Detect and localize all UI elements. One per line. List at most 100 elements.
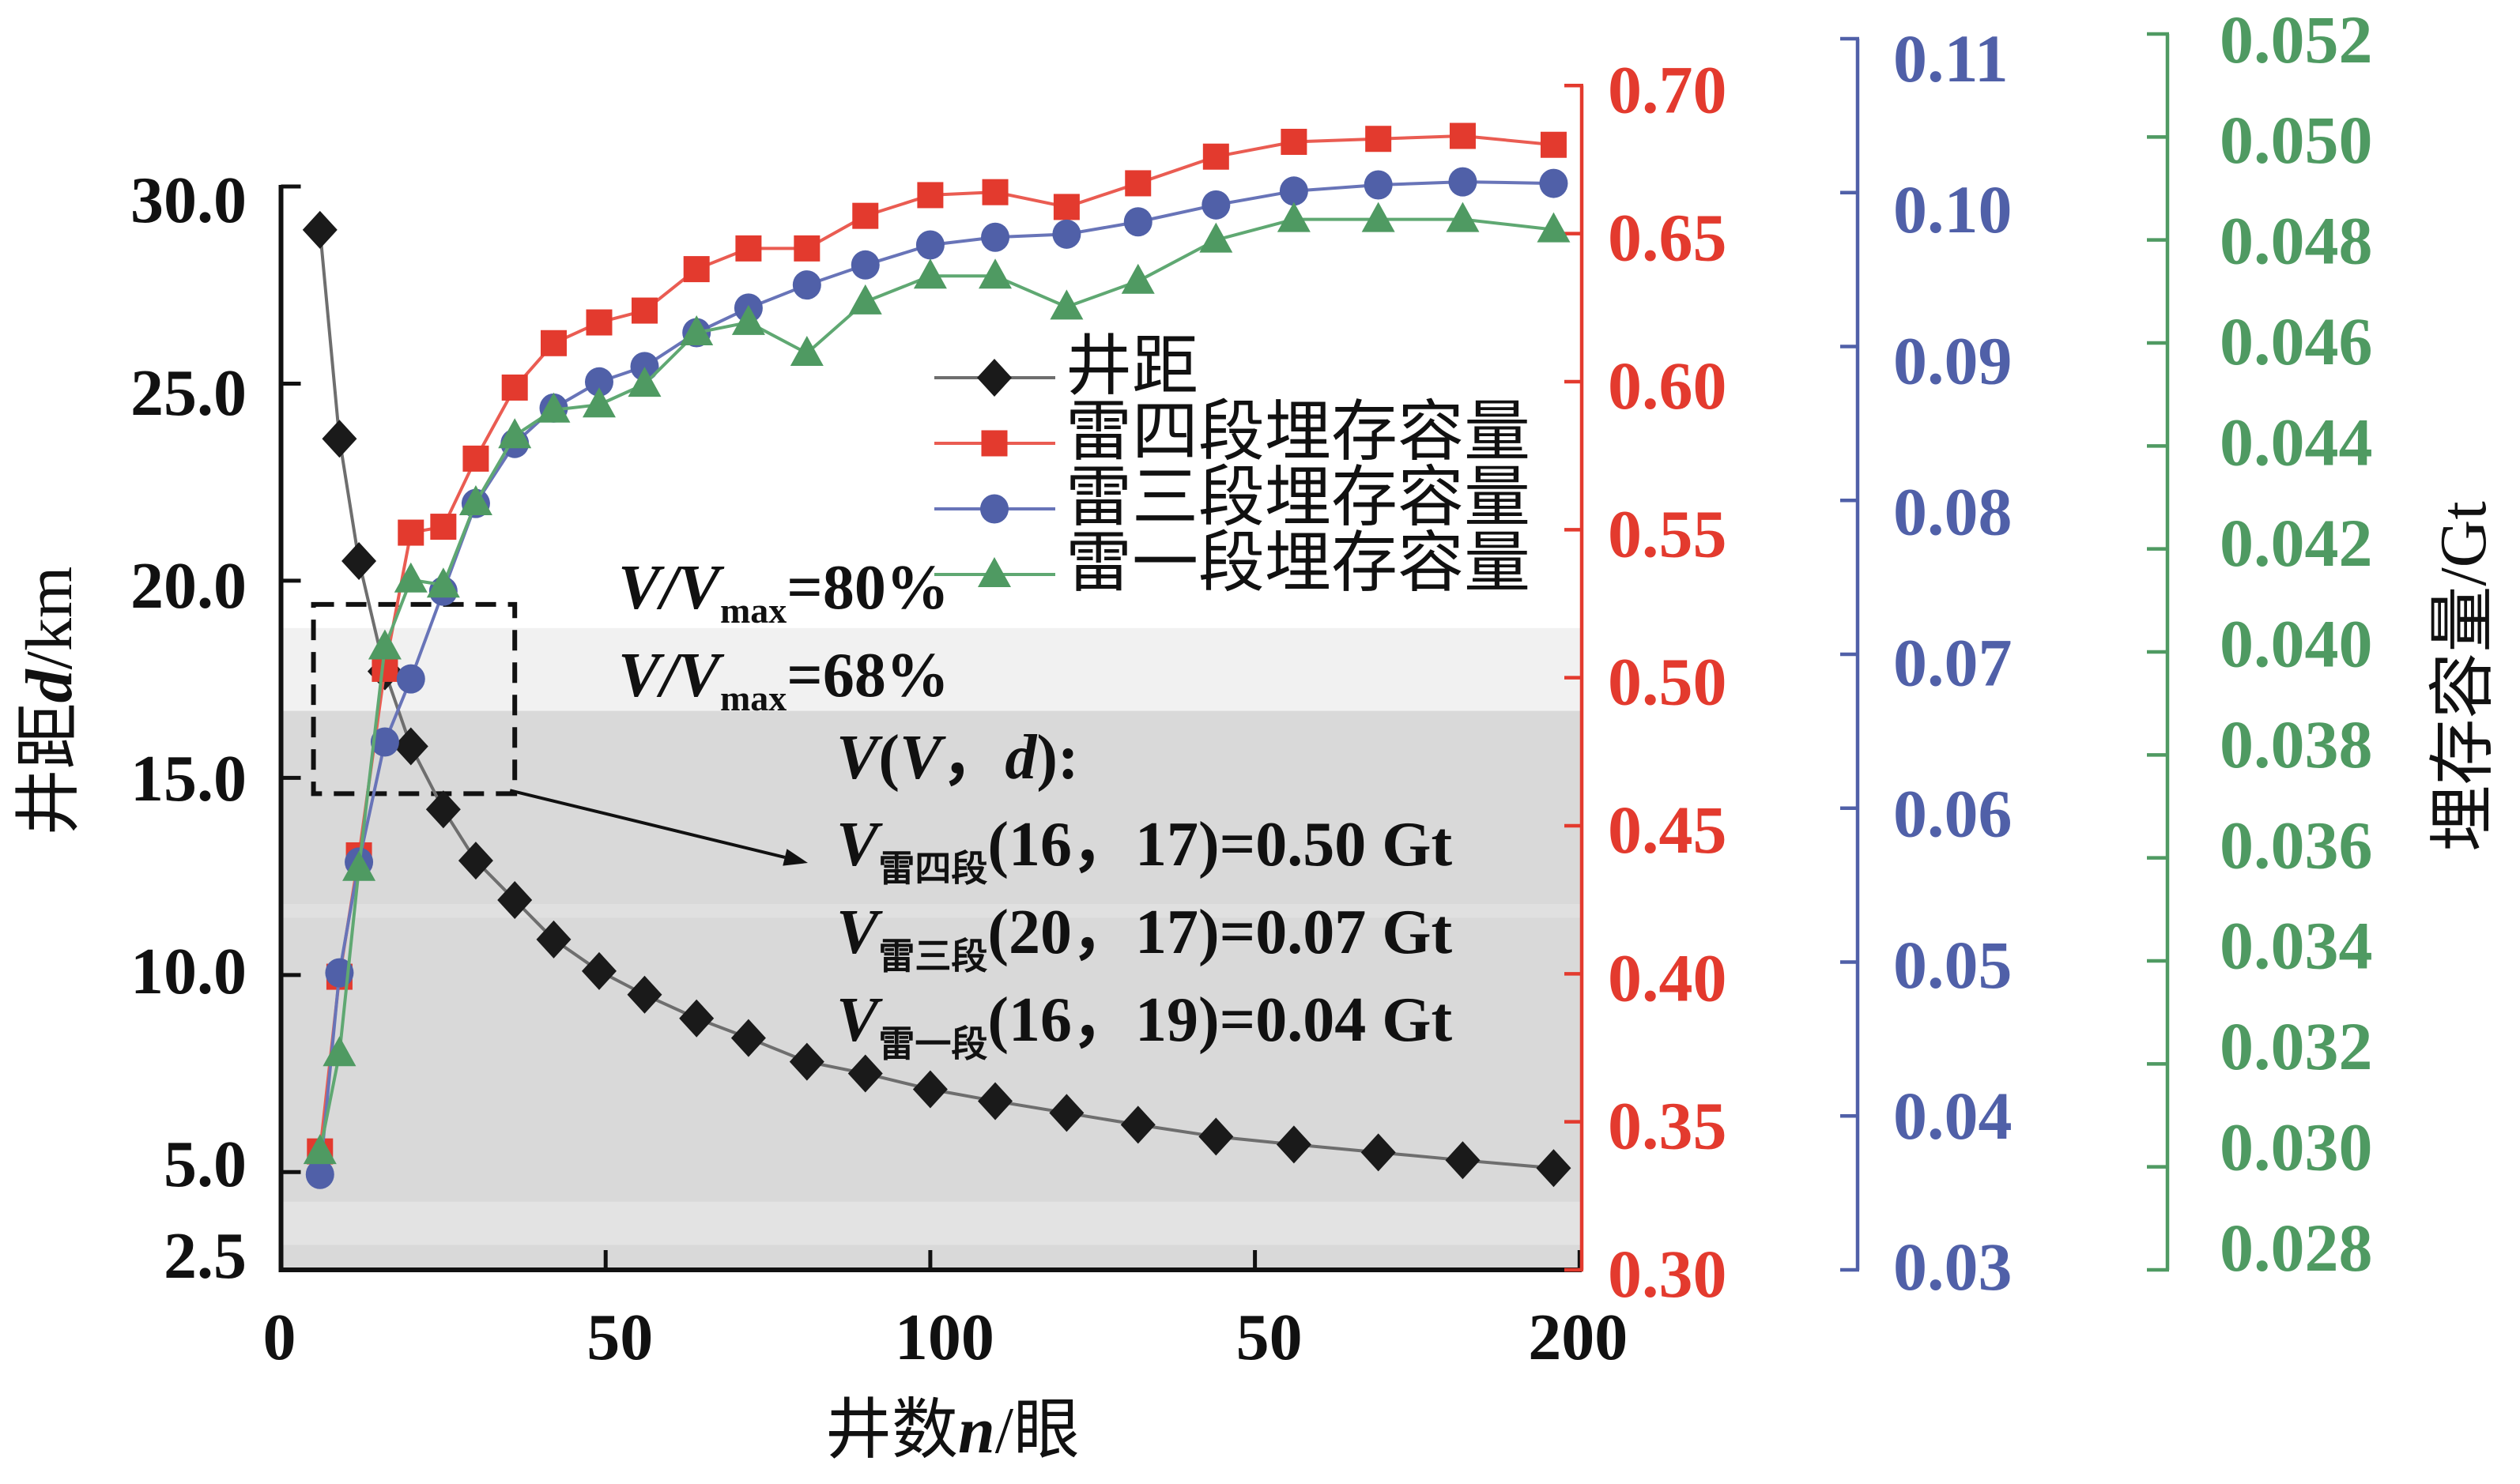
result-lei3: V雷三段(20，17)=0.07 Gt	[836, 898, 1452, 977]
legend-diamond-icon	[977, 359, 1012, 397]
well-spacing-point	[1120, 1105, 1156, 1144]
left-axis-title-text: 井距	[13, 702, 86, 835]
lei1-capacity-point	[913, 258, 947, 289]
blue-axis-tick-label: 0.10	[1893, 171, 2013, 247]
well-spacing-point	[581, 951, 617, 990]
background-bands	[281, 627, 1582, 1270]
green-axis-tick-label: 0.050	[2220, 102, 2373, 178]
red-axis-tick-label: 0.50	[1608, 644, 1727, 720]
x-axis-title: 井数n/眼	[825, 1394, 1080, 1467]
ratio-68-label: V/Vmax=68%	[618, 641, 949, 718]
lei4-capacity-point	[1449, 122, 1476, 149]
left-axis-tick-label: 20.0	[130, 549, 247, 623]
x-axis-tick-label: 100	[895, 1301, 994, 1374]
lei4-capacity-point	[631, 297, 658, 324]
green-axis-tick-label: 0.052	[2220, 2, 2373, 77]
lei4-capacity-point	[735, 235, 762, 262]
legend-triangle-icon	[978, 557, 1011, 587]
green-axis-tick-label: 0.032	[2220, 1008, 2373, 1084]
formula-close: ):	[1036, 723, 1078, 793]
green-axis-tick-label: 0.046	[2220, 303, 2373, 379]
lei3-capacity-point	[630, 352, 659, 382]
red-axis-tick-label: 0.65	[1608, 200, 1727, 276]
blue-axis-tick-label: 0.05	[1893, 927, 2013, 1003]
lei1-capacity-series	[303, 202, 1571, 1165]
well-spacing-point	[458, 842, 493, 880]
result-value: (16，19)=0.04 Gt	[987, 985, 1452, 1055]
background-band	[281, 710, 1582, 1270]
lei1-capacity-point	[790, 336, 824, 367]
lei3-capacity-point	[915, 230, 945, 260]
ratio-var2: V	[678, 641, 725, 710]
blue-axis-tick-label: 0.08	[1893, 473, 2013, 549]
legend-label: 井距	[1066, 327, 1198, 405]
ratio-subscript: max	[720, 678, 787, 718]
lei4-capacity-point	[430, 514, 457, 540]
annotation-arrow-line	[509, 789, 786, 859]
highlight-annotation	[311, 601, 808, 866]
well-spacing-point	[847, 1054, 883, 1093]
lei4-capacity-point	[586, 309, 613, 336]
red-axis-tick-label: 0.30	[1608, 1236, 1727, 1312]
lei4-capacity-series	[307, 122, 1567, 1165]
lei4-capacity-point	[540, 330, 567, 356]
well-spacing-point	[302, 210, 338, 249]
x-axis-title-var: n	[958, 1394, 995, 1467]
left-axis-tick-label: 10.0	[130, 935, 247, 1008]
axes: 30.0 25.0 20.0 15.0 10.0 5.0 2.50 50 100 50 200 0.7…	[130, 2, 2373, 1374]
lei1-capacity-point	[498, 418, 532, 449]
green-axis-tick-label: 0.040	[2220, 605, 2373, 681]
x-axis-title-unit: /眼	[995, 1394, 1080, 1467]
well-spacing-point	[497, 881, 533, 920]
x-axis-tick-label: 50	[587, 1301, 653, 1374]
formula-func: V	[836, 723, 883, 793]
lei1-capacity-point	[368, 629, 402, 660]
left-axis-title-var: d	[13, 668, 86, 702]
result-var: V	[836, 898, 883, 967]
green-axis-tick-label: 0.048	[2220, 203, 2373, 279]
legend-square-icon	[981, 430, 1008, 457]
red-axis-tick-label: 0.35	[1608, 1088, 1727, 1164]
lei1-capacity-point	[323, 1036, 356, 1067]
x-axis-tick-label: 50	[1236, 1301, 1303, 1374]
lei4-capacity-point	[683, 256, 710, 283]
formula-arg1: V	[900, 723, 946, 793]
red-axis-tick-label: 0.70	[1608, 51, 1727, 127]
green-axis-tick-label: 0.044	[2220, 405, 2373, 480]
well-spacing-point	[978, 1082, 1013, 1121]
formula-arg2: d	[1005, 723, 1037, 793]
formula-open: (	[878, 723, 900, 793]
blue-axis-tick-label: 0.09	[1893, 322, 2013, 398]
ratio-80-label: V/Vmax=80%	[618, 553, 949, 631]
lei1-capacity-point	[1537, 212, 1571, 243]
ratio-value: =80%	[787, 553, 949, 623]
lei4-capacity-point	[462, 445, 489, 472]
lei1-capacity-point	[848, 284, 882, 315]
lei1-capacity-point	[1277, 202, 1311, 232]
lei1-capacity-point	[628, 367, 662, 397]
red-axis-tick-label: 0.40	[1608, 940, 1727, 1015]
lei3-capacity-point	[851, 250, 880, 280]
result-lei4: V雷四段(16，17)=0.50 Gt	[836, 810, 1452, 889]
lei1-capacity-point	[582, 387, 616, 418]
lei4-capacity-point	[794, 235, 821, 262]
x-axis-tick-label: 200	[1528, 1301, 1628, 1374]
well-spacing-series	[302, 210, 1571, 1188]
result-value: (20，17)=0.07 Gt	[987, 898, 1452, 967]
lei4-capacity-point	[1540, 131, 1567, 158]
lei1-capacity-point	[1199, 222, 1233, 253]
ratio-value: =68%	[787, 641, 949, 710]
lei3-capacity-point	[396, 664, 425, 694]
red-axis-tick-label: 0.45	[1608, 792, 1727, 868]
legend-item-lei3-capacity: 雷三段埋存容量	[934, 458, 1530, 536]
right-axis-title: 埋存容量/Gt	[2427, 501, 2500, 851]
legend-item-well-spacing: 井距	[934, 327, 1198, 405]
blue-axis-tick-label: 0.04	[1893, 1078, 2013, 1154]
arrowhead-icon	[783, 849, 808, 866]
plot-series	[302, 122, 1571, 1189]
well-spacing-point	[1360, 1133, 1396, 1172]
result-subscript: 雷一段	[878, 1024, 987, 1064]
legend-label: 雷四段埋存容量	[1066, 393, 1530, 470]
well-spacing-point	[1276, 1125, 1311, 1164]
